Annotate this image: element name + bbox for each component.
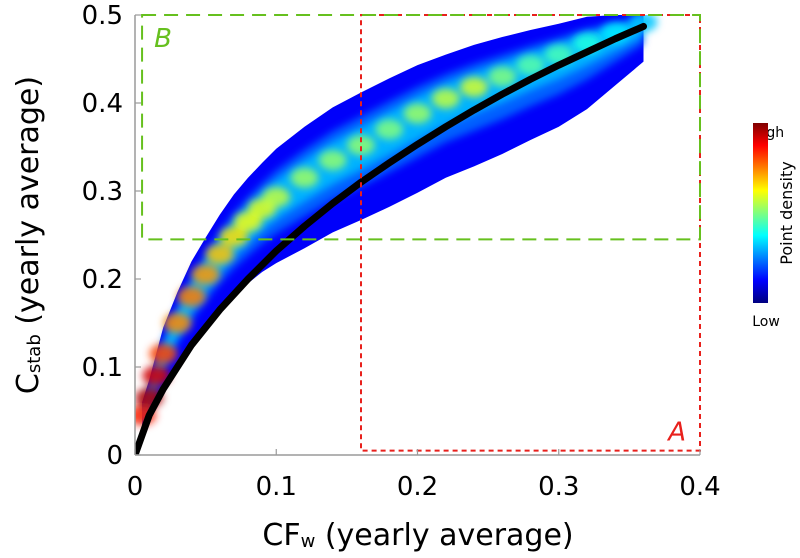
region-boxes: AB xyxy=(141,14,701,452)
density-hotspot xyxy=(163,313,192,333)
density-hotspot xyxy=(460,77,488,98)
y-tick-label: 0.5 xyxy=(82,1,123,31)
density-hotspot xyxy=(149,343,178,364)
density-hotspot xyxy=(375,119,404,140)
colorbar-swatch xyxy=(753,123,768,303)
colorbar-title: Point density xyxy=(777,161,796,264)
x-tick-label: 0 xyxy=(127,472,144,502)
density-hotspot xyxy=(290,167,319,188)
density-hotspot xyxy=(205,244,234,265)
density-hotspot xyxy=(318,150,347,171)
region-label-b: B xyxy=(154,24,172,54)
x-axis-ticks: 0 0.1 0.2 0.3 0.4 xyxy=(127,449,721,502)
fit-curve-layer xyxy=(135,22,647,455)
y-tick-label: 0.3 xyxy=(82,177,123,207)
x-tick-label: 0.3 xyxy=(538,472,579,502)
density-hotspot xyxy=(403,103,432,124)
y-tick-label: 0.4 xyxy=(82,89,123,119)
y-axis-ticks: 0 0.1 0.2 0.3 0.4 0.5 xyxy=(82,1,141,471)
density-hotspot xyxy=(347,135,375,156)
y-tick-label: 0.2 xyxy=(82,265,123,295)
density-hotspot xyxy=(488,66,517,87)
x-tick-label: 0.4 xyxy=(679,472,720,502)
density-hotspot xyxy=(142,365,171,386)
density-hotspot xyxy=(516,55,545,76)
density-hotspot xyxy=(191,264,220,285)
y-tick-label: 0 xyxy=(106,441,123,471)
region-label-a: A xyxy=(666,418,686,448)
density-hotspot xyxy=(431,88,460,109)
region-box-b xyxy=(141,14,701,241)
x-tick-label: 0.1 xyxy=(256,472,297,502)
density-envelope xyxy=(142,15,644,433)
fit-curve xyxy=(135,22,647,455)
colorbar: High Low Point density xyxy=(752,123,796,330)
colorbar-low-label: Low xyxy=(752,314,780,330)
density-ridge xyxy=(135,15,658,426)
density-cloud xyxy=(135,15,658,433)
x-tick-label: 0.2 xyxy=(397,472,438,502)
y-tick-label: 0.1 xyxy=(82,353,123,383)
y-axis-label: Cstab (yearly average) xyxy=(11,76,46,394)
density-hotspot xyxy=(219,226,248,247)
x-axis-label: CFw (yearly average) xyxy=(262,518,573,553)
density-hotspot xyxy=(177,286,206,307)
density-hotspot xyxy=(262,187,291,208)
